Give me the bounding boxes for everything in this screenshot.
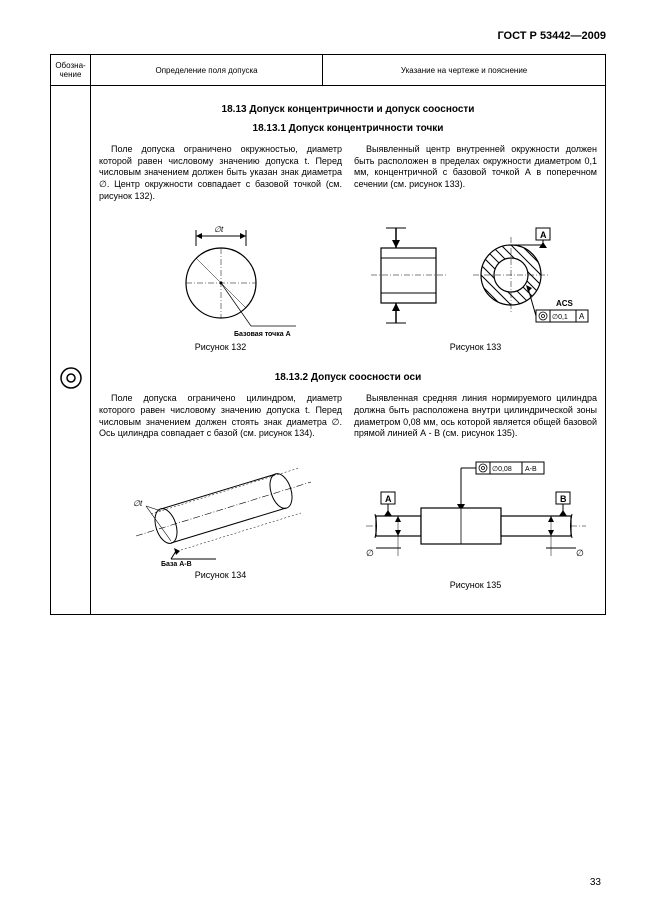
content-cell: 18.13 Допуск концентричности и допуск со… bbox=[91, 86, 606, 615]
figure-132-caption: Рисунок 132 bbox=[99, 342, 342, 354]
subsection-1-title: 18.13.1 Допуск концентричности точки bbox=[99, 123, 597, 134]
svg-text:A-B: A-B bbox=[525, 466, 537, 473]
figure-134-caption: Рисунок 134 bbox=[99, 570, 342, 582]
svg-text:A: A bbox=[540, 230, 547, 240]
tolerance-table: Обозна- чение Определение поля допуска У… bbox=[50, 54, 606, 615]
figure-134: ∅t База А-В bbox=[99, 456, 342, 566]
figure-133-caption: Рисунок 133 bbox=[354, 342, 597, 354]
header-definition: Определение поля допуска bbox=[91, 55, 323, 86]
svg-text:∅: ∅ bbox=[366, 548, 374, 558]
figure-133: A ACS bbox=[354, 218, 597, 338]
document-id: ГОСТ Р 53442—2009 bbox=[50, 30, 606, 42]
page-number: 33 bbox=[590, 877, 601, 888]
figure-135: ∅0,08 A-B bbox=[354, 456, 597, 576]
header-drawing: Указание на чертеже и пояснение bbox=[323, 55, 606, 86]
svg-text:База А-В: База А-В bbox=[161, 561, 192, 566]
svg-text:Базовая точка А: Базовая точка А bbox=[234, 331, 291, 338]
concentricity-symbol bbox=[59, 366, 83, 390]
svg-text:ACS: ACS bbox=[556, 299, 574, 308]
svg-text:∅: ∅ bbox=[576, 548, 584, 558]
section-title: 18.13 Допуск концентричности и допуск со… bbox=[99, 104, 597, 115]
header-symbol: Обозна- чение bbox=[51, 55, 91, 86]
sub2-right-text: Выявленная средняя линия нормируемого ци… bbox=[354, 393, 597, 448]
sub1-left-text: Поле допуска ограничено окружностью, диа… bbox=[99, 144, 342, 210]
sub2-left-text: Поле допуска ограничено цилиндром, диаме… bbox=[99, 393, 342, 448]
svg-text:∅0,1: ∅0,1 bbox=[552, 314, 568, 321]
symbol-cell bbox=[51, 86, 91, 615]
subsection-2-title: 18.13.2 Допуск соосности оси bbox=[99, 372, 597, 383]
svg-text:B: B bbox=[560, 494, 567, 504]
svg-text:A: A bbox=[579, 312, 585, 321]
svg-text:∅0,08: ∅0,08 bbox=[492, 466, 512, 473]
svg-text:∅t: ∅t bbox=[133, 499, 143, 508]
svg-text:A: A bbox=[385, 494, 392, 504]
sub1-right-text: Выявленный центр внутренней окружности д… bbox=[354, 144, 597, 210]
figure-132: ∅t bbox=[99, 218, 342, 338]
page: ГОСТ Р 53442—2009 Обозна- чение Определе… bbox=[0, 0, 646, 913]
svg-text:∅t: ∅t bbox=[214, 225, 224, 234]
figure-135-caption: Рисунок 135 bbox=[354, 580, 597, 592]
